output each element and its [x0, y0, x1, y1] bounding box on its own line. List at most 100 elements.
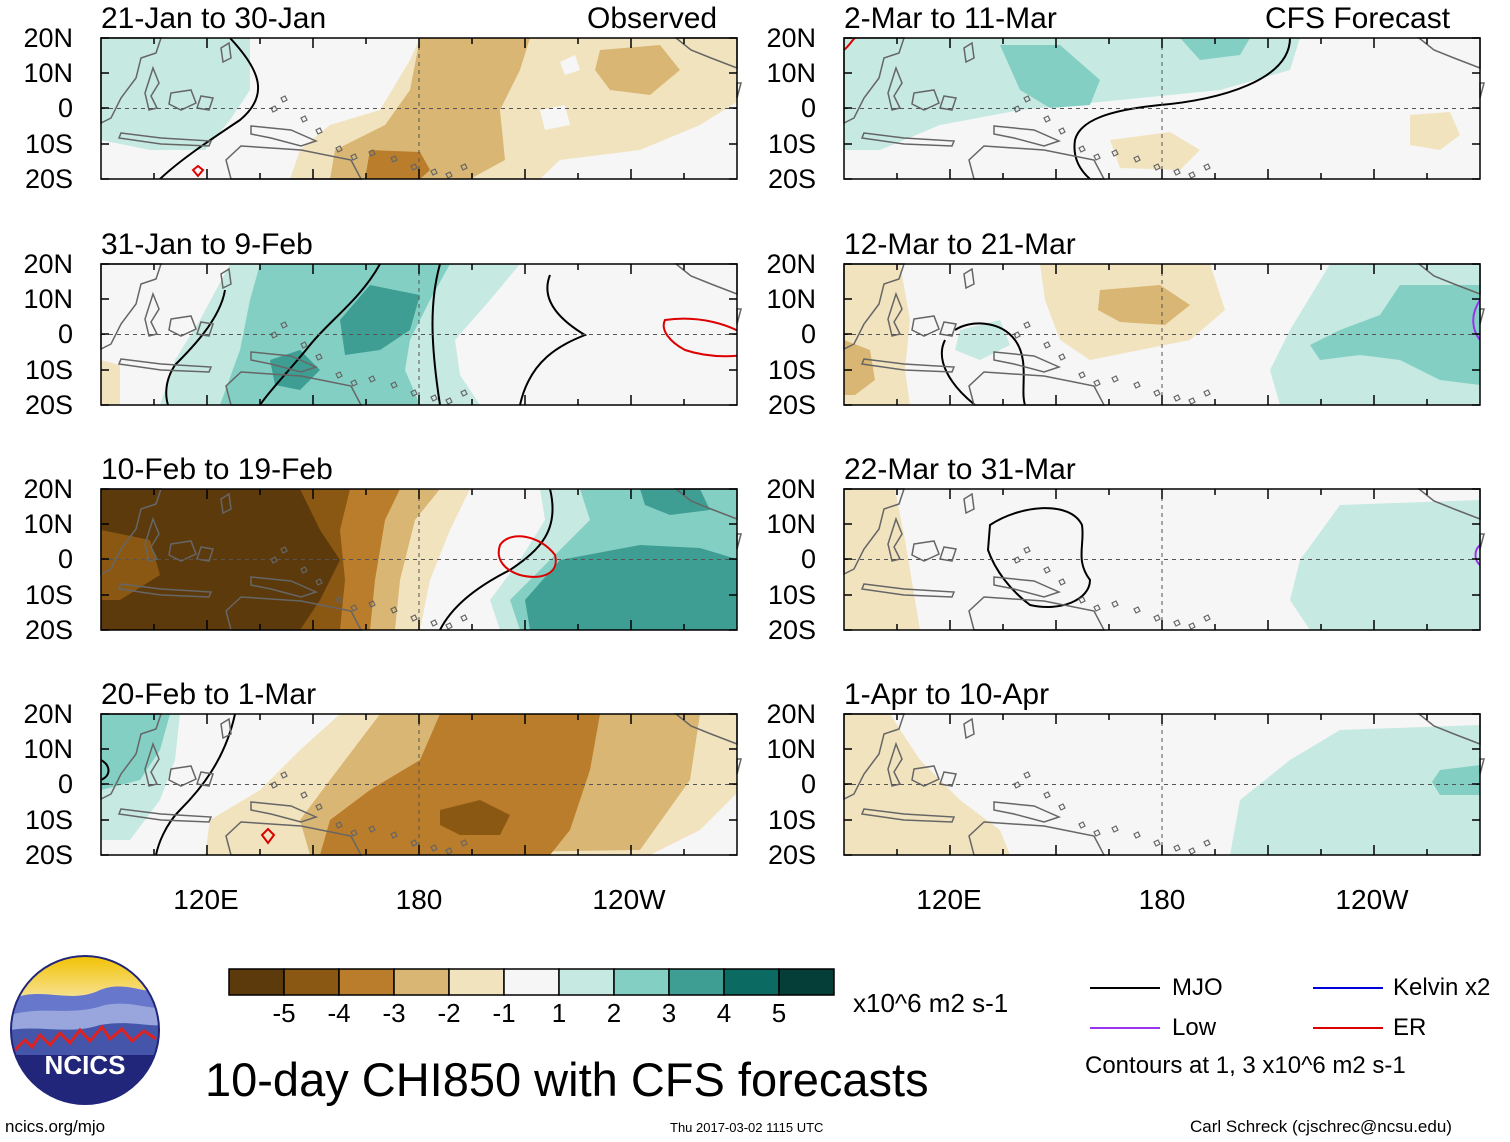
coastline [993, 351, 1062, 373]
panel-title-5: 2-Mar to 11-Mar [844, 2, 1057, 35]
lat-label: 20N [23, 474, 73, 504]
lat-label: 10N [766, 284, 816, 314]
colorbar-swatch [448, 968, 505, 996]
footer-url: ncics.org/mjo [5, 1117, 106, 1136]
island-outline [445, 622, 453, 630]
panel-title-2: 31-Jan to 9-Feb [101, 228, 313, 261]
island-outline [1173, 168, 1181, 176]
lat-label: 10S [767, 580, 816, 610]
coastline [860, 808, 956, 823]
island-outline [368, 375, 376, 383]
island-outline [1043, 791, 1051, 799]
lat-label: 20S [24, 390, 73, 420]
lat-label: 10N [766, 734, 816, 764]
island-outline [315, 803, 323, 811]
island-outline [368, 149, 376, 157]
island-outline [270, 781, 278, 789]
coastline [939, 771, 957, 787]
lat-label: 20N [23, 23, 73, 53]
island-outline [1173, 394, 1181, 402]
coastline [196, 321, 214, 337]
island-outline [1203, 163, 1211, 171]
island-outline [445, 847, 453, 855]
island-outline [410, 614, 418, 622]
island-outline [1188, 622, 1196, 630]
coastline [963, 717, 975, 740]
colorbar-tick-label: 2 [606, 998, 622, 1028]
island-outline [1111, 149, 1119, 157]
lat-label: 20N [23, 699, 73, 729]
coastline [117, 358, 213, 373]
island-outline [390, 606, 398, 614]
island-outline [1043, 115, 1051, 123]
lat-label: 20N [766, 23, 816, 53]
island-outline [430, 168, 438, 176]
coastline [196, 546, 214, 562]
legend-kelvin-label: Kelvin x2 [1393, 974, 1491, 1001]
island-outline [410, 389, 418, 397]
coastline [939, 546, 957, 562]
coastline [911, 540, 940, 562]
island-outline [368, 825, 376, 833]
island-outline [1013, 105, 1021, 113]
colorbar-swatch [503, 968, 560, 996]
colorbar-tick-label: 3 [661, 998, 677, 1028]
coastline [911, 89, 940, 111]
panel-title-1: 21-Jan to 30-Jan [101, 2, 327, 35]
coastline [117, 808, 213, 823]
coastline [220, 267, 232, 290]
lat-label: 10N [23, 58, 73, 88]
lat-label: 10S [24, 805, 73, 835]
lat-label: 10S [24, 580, 73, 610]
island-outline [1078, 145, 1086, 153]
lat-label: 0 [800, 319, 816, 349]
coastline [843, 37, 906, 125]
island-outline [300, 566, 308, 574]
colorbar-swatch [613, 968, 670, 996]
colorbar-tick-label: -1 [492, 998, 516, 1028]
lon-label-120e-left: 120E [173, 884, 239, 915]
panel-overlay-5 [843, 37, 1485, 180]
island-outline [1133, 381, 1141, 389]
lat-label: 10S [24, 129, 73, 159]
coastline [117, 132, 213, 147]
coastline [993, 576, 1062, 598]
island-outline [315, 353, 323, 361]
island-outline [1058, 803, 1066, 811]
island-outline [390, 381, 398, 389]
island-outline [270, 331, 278, 339]
lat-label: 20S [24, 615, 73, 645]
colorbar-swatch [723, 968, 780, 996]
island-outline [1013, 331, 1021, 339]
island-outline [350, 379, 358, 387]
island-outline [460, 839, 468, 847]
island-outline [390, 155, 398, 163]
figure-title: 10-day CHI850 with CFS forecasts [205, 1053, 929, 1106]
island-outline [270, 556, 278, 564]
island-outline [410, 839, 418, 847]
lat-label: 0 [800, 769, 816, 799]
coastline [939, 95, 957, 111]
lat-label: 20N [766, 249, 816, 279]
island-outline [335, 371, 343, 379]
legend-low-line [1090, 1027, 1160, 1029]
island-outline [335, 145, 343, 153]
coastline [168, 540, 197, 562]
island-outline [300, 341, 308, 349]
lat-label: 20S [767, 390, 816, 420]
legend-kelvin-line [1313, 987, 1383, 989]
lon-label-120w-left: 120W [592, 884, 666, 915]
lat-label: 0 [57, 319, 73, 349]
island-outline [1173, 619, 1181, 627]
island-outline [350, 829, 358, 837]
island-outline [1133, 831, 1141, 839]
island-outline [1203, 839, 1211, 847]
island-outline [1013, 781, 1021, 789]
lat-label: 10S [767, 355, 816, 385]
lat-label: 20N [23, 249, 73, 279]
coastline [963, 492, 975, 515]
lat-label: 0 [57, 769, 73, 799]
colorbar-swatch [558, 968, 615, 996]
legend-er-label: ER [1393, 1014, 1427, 1041]
coastline [993, 801, 1062, 823]
